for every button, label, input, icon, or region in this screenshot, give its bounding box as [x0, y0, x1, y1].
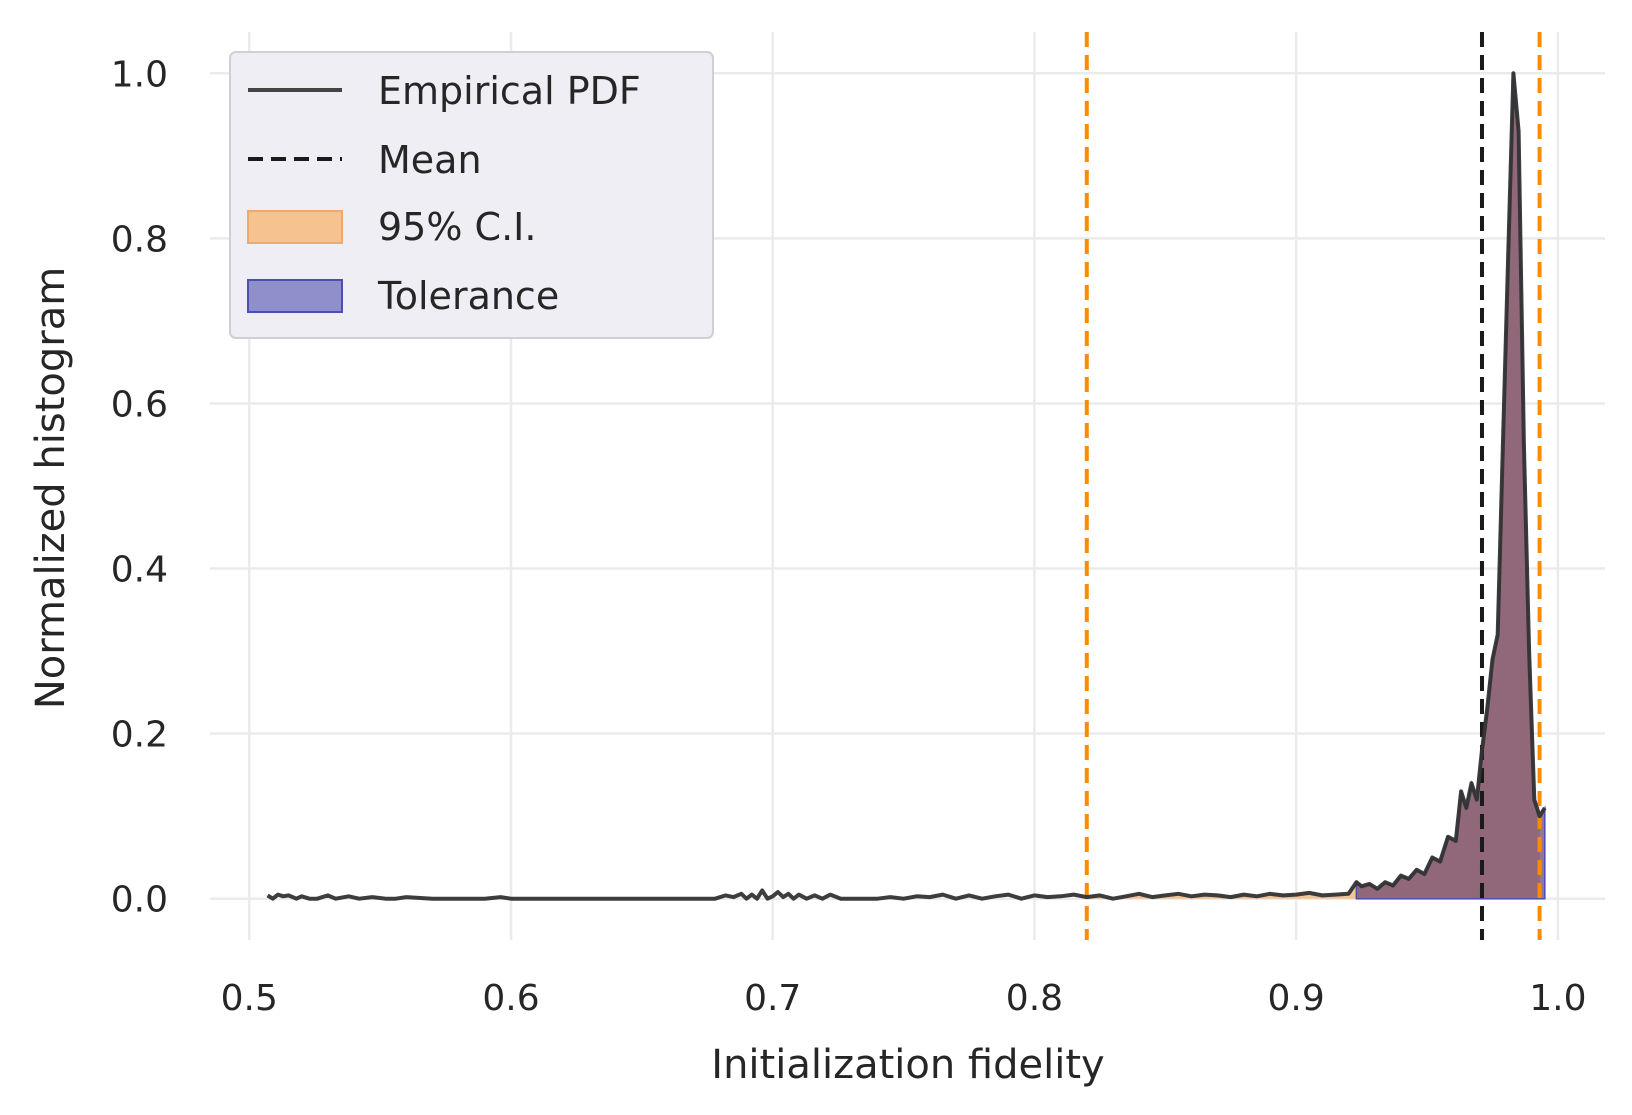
legend-box: [229, 51, 714, 339]
y-tick-label: 0.4: [111, 550, 168, 591]
y-tick-label: 1.0: [111, 54, 168, 95]
y-tick-label: 0.6: [111, 384, 168, 425]
x-tick-label: 0.9: [1268, 978, 1325, 1019]
empirical-pdf-line: [266, 71, 1547, 901]
line-layer: [266, 71, 1547, 901]
legend-ci-label: 95% C.I.: [378, 205, 536, 249]
y-tick-label: 0.0: [111, 880, 168, 921]
x-tick-label: 1.0: [1529, 978, 1586, 1019]
x-axis-label: Initialization fidelity: [711, 1042, 1104, 1088]
x-tick-label: 0.7: [744, 978, 801, 1019]
legend-mean-label: Mean: [378, 138, 482, 182]
tolerance-area: [1355, 73, 1546, 900]
x-tick-label: 0.6: [482, 978, 539, 1019]
tick-layer: 0.5 0.6 0.7 0.8 0.9 1.0 0.0 0.2 0.4 0.6 0.8 1.0: [111, 54, 1587, 1019]
fill-layer: [1086, 73, 1546, 900]
x-tick-label: 0.8: [1006, 978, 1063, 1019]
y-tick-label: 0.2: [111, 715, 168, 756]
legend-pdf-label: Empirical PDF: [378, 69, 641, 113]
legend-tolerance-label: Tolerance: [377, 274, 559, 318]
x-tick-label: 0.5: [221, 978, 278, 1019]
legend-tolerance-swatch: [247, 279, 343, 313]
legend: Empirical PDF Mean 95% C.I. Tolerance: [229, 51, 714, 339]
ci-area: [1086, 73, 1540, 899]
vline-layer: [1084, 32, 1542, 940]
y-axis-label: Normalized histogram: [28, 267, 74, 709]
legend-ci-swatch: [247, 210, 343, 244]
y-tick-label: 0.8: [111, 219, 168, 260]
